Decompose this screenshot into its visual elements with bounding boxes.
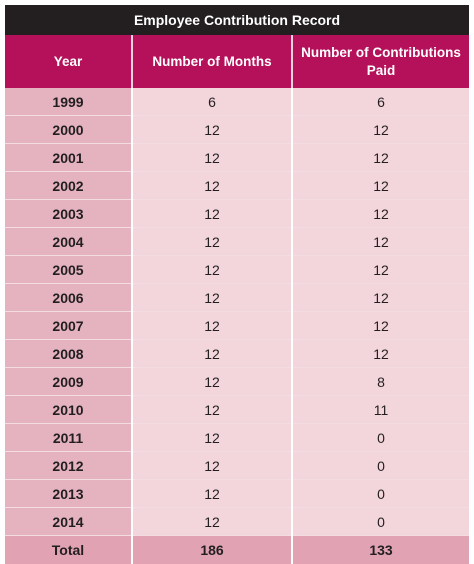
months-cell: 12 (132, 340, 292, 368)
total-label: Total (5, 536, 132, 564)
contributions-cell: 12 (292, 116, 469, 144)
year-cell: 2014 (5, 508, 132, 536)
contribution-table: Year Number of Months Number of Contribu… (5, 35, 469, 564)
column-header-months: Number of Months (132, 35, 292, 88)
year-cell: 2003 (5, 200, 132, 228)
months-cell: 12 (132, 508, 292, 536)
year-cell: 2004 (5, 228, 132, 256)
total-months: 186 (132, 536, 292, 564)
year-cell: 2013 (5, 480, 132, 508)
contributions-cell: 8 (292, 368, 469, 396)
column-header-year: Year (5, 35, 132, 88)
contributions-cell: 6 (292, 88, 469, 116)
months-cell: 6 (132, 88, 292, 116)
months-cell: 12 (132, 172, 292, 200)
contributions-cell: 0 (292, 452, 469, 480)
months-cell: 12 (132, 200, 292, 228)
year-cell: 2011 (5, 424, 132, 452)
months-cell: 12 (132, 368, 292, 396)
months-cell: 12 (132, 312, 292, 340)
year-cell: 2000 (5, 116, 132, 144)
contributions-cell: 12 (292, 256, 469, 284)
months-cell: 12 (132, 256, 292, 284)
months-cell: 12 (132, 396, 292, 424)
contributions-cell: 0 (292, 480, 469, 508)
contributions-cell: 12 (292, 172, 469, 200)
contributions-cell: 12 (292, 284, 469, 312)
contributions-cell: 0 (292, 424, 469, 452)
months-cell: 12 (132, 452, 292, 480)
year-cell: 2009 (5, 368, 132, 396)
months-cell: 12 (132, 424, 292, 452)
year-cell: 1999 (5, 88, 132, 116)
total-contributions: 133 (292, 536, 469, 564)
year-cell: 2005 (5, 256, 132, 284)
contributions-cell: 11 (292, 396, 469, 424)
contribution-record-table-container: Employee Contribution Record Year Number… (5, 5, 469, 564)
months-cell: 12 (132, 284, 292, 312)
contributions-cell: 12 (292, 228, 469, 256)
year-cell: 2001 (5, 144, 132, 172)
contributions-cell: 12 (292, 312, 469, 340)
contributions-cell: 12 (292, 144, 469, 172)
year-cell: 2007 (5, 312, 132, 340)
months-cell: 12 (132, 144, 292, 172)
column-header-contributions: Number of Contributions Paid (292, 35, 469, 88)
year-cell: 2010 (5, 396, 132, 424)
header-row: Year Number of Months Number of Contribu… (5, 35, 469, 88)
months-cell: 12 (132, 116, 292, 144)
months-cell: 12 (132, 480, 292, 508)
months-cell: 12 (132, 228, 292, 256)
contributions-cell: 12 (292, 340, 469, 368)
table-title: Employee Contribution Record (5, 5, 469, 35)
year-cell: 2006 (5, 284, 132, 312)
year-cell: 2008 (5, 340, 132, 368)
contributions-cell: 0 (292, 508, 469, 536)
year-cell: 2012 (5, 452, 132, 480)
year-cell: 2002 (5, 172, 132, 200)
contributions-cell: 12 (292, 200, 469, 228)
